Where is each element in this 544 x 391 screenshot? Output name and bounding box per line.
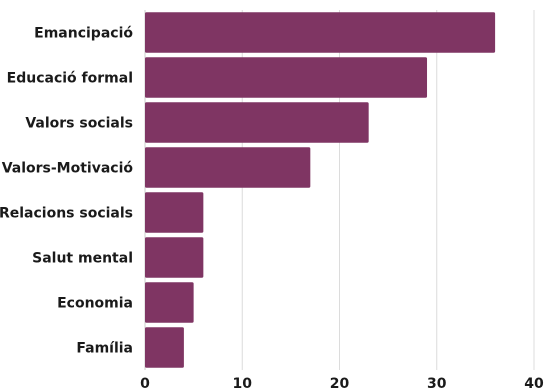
- category-labels: Emancipació Educació formal Valors socials…: [0, 26, 133, 357]
- category-label: Família: [76, 341, 133, 357]
- category-label: Relacions socials: [0, 206, 133, 222]
- bar-valors-motivaci-: [145, 147, 311, 188]
- bar-emancipaci-: [145, 12, 496, 53]
- category-label: Economia: [57, 296, 133, 312]
- bars: [145, 12, 496, 368]
- category-label: Emancipació: [34, 26, 133, 42]
- category-label: Valors-Motivació: [2, 161, 134, 177]
- bar-valors-socials: [145, 102, 369, 143]
- bar-educaci-formal: [145, 57, 428, 98]
- x-tick-label-0: 0: [140, 376, 150, 391]
- category-label: Educació formal: [7, 71, 133, 87]
- x-tick-label-20: 20: [330, 376, 350, 391]
- x-tick-label-10: 10: [233, 376, 253, 391]
- x-tick-label-30: 30: [427, 376, 447, 391]
- bar-salut-mental: [145, 237, 204, 278]
- bar-relacions-socials: [145, 192, 204, 233]
- x-tick-labels: 0 10 20 30 40: [140, 376, 544, 391]
- bar-economia: [145, 282, 194, 323]
- category-label: Salut mental: [32, 251, 133, 267]
- bar-fam-lia: [145, 327, 184, 368]
- category-label: Valors socials: [25, 116, 133, 132]
- x-tick-label-40: 40: [524, 376, 544, 391]
